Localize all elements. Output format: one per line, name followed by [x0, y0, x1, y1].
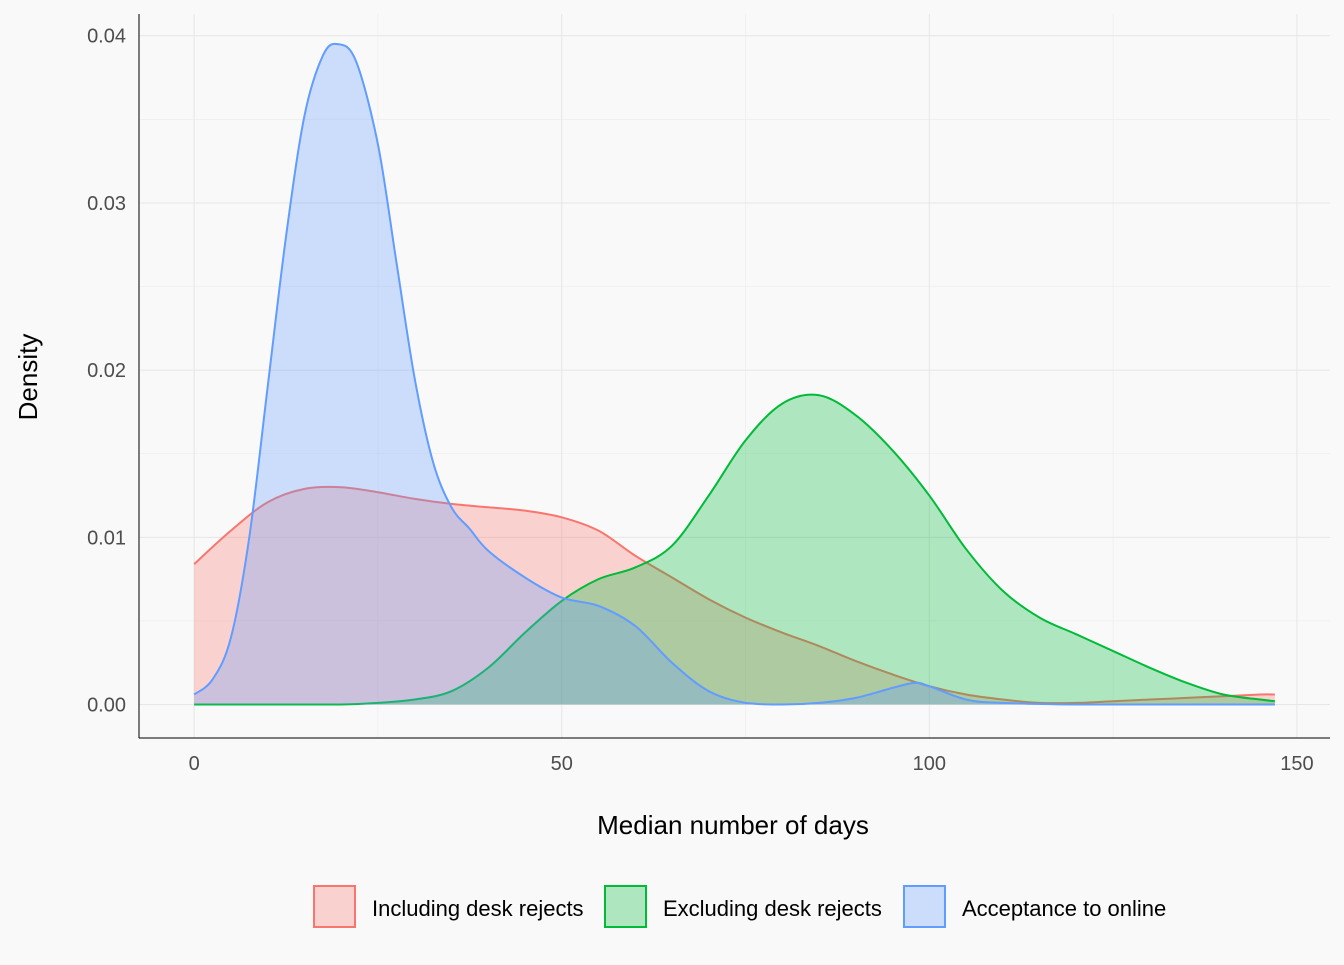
grid-layer [139, 14, 1330, 738]
x-axis-title: Median number of days [597, 810, 869, 840]
x-tick-label: 0 [189, 753, 200, 775]
series-area-excluding-desk-rejects [194, 394, 1275, 705]
y-tick-label: 0.01 [87, 527, 126, 549]
x-tick-label: 50 [551, 753, 573, 775]
y-tick-label: 0.03 [87, 193, 126, 215]
legend-label-including-desk-rejects: Including desk rejects [372, 896, 584, 921]
series-area-including-desk-rejects [194, 486, 1275, 705]
legend-label-acceptance-to-online: Acceptance to online [962, 896, 1166, 921]
y-tick-label: 0.04 [87, 26, 126, 48]
series-line-including-desk-rejects [193, 485, 1275, 705]
legend: Including desk rejects Excluding desk rej… [313, 885, 1166, 928]
legend-key-excluding-desk-rejects [604, 885, 647, 928]
axis-layer [138, 14, 1330, 739]
tick-layer: 0 50 100 150 0.00 0.01 0.02 0.03 0.04 [87, 26, 1314, 775]
y-axis-title: Density [13, 334, 43, 421]
legend-key-including-desk-rejects [313, 885, 356, 928]
legend-label-excluding-desk-rejects: Excluding desk rejects [663, 896, 882, 921]
y-tick-label: 0.00 [87, 695, 126, 717]
series-area-acceptance-to-online [194, 43, 1275, 705]
series-line-acceptance-to-online [193, 42, 1275, 706]
series-line-excluding-desk-rejects [194, 393, 1275, 706]
x-tick-label: 150 [1280, 753, 1313, 775]
legend-key-acceptance-to-online [903, 885, 946, 928]
x-tick-label: 100 [913, 753, 946, 775]
series-layer [193, 42, 1275, 706]
y-tick-label: 0.02 [87, 360, 126, 382]
